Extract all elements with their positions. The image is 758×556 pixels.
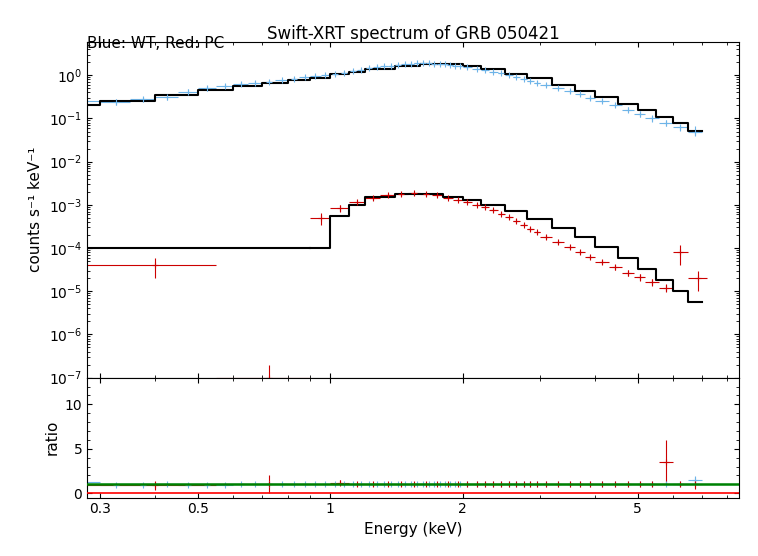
Y-axis label: ratio: ratio (44, 420, 59, 455)
X-axis label: Energy (keV): Energy (keV) (364, 522, 462, 537)
Text: Blue: WT, Red: PC: Blue: WT, Red: PC (87, 36, 224, 51)
Y-axis label: counts s⁻¹ keV⁻¹: counts s⁻¹ keV⁻¹ (28, 147, 43, 272)
Text: Swift-XRT spectrum of GRB 050421: Swift-XRT spectrum of GRB 050421 (267, 25, 559, 43)
